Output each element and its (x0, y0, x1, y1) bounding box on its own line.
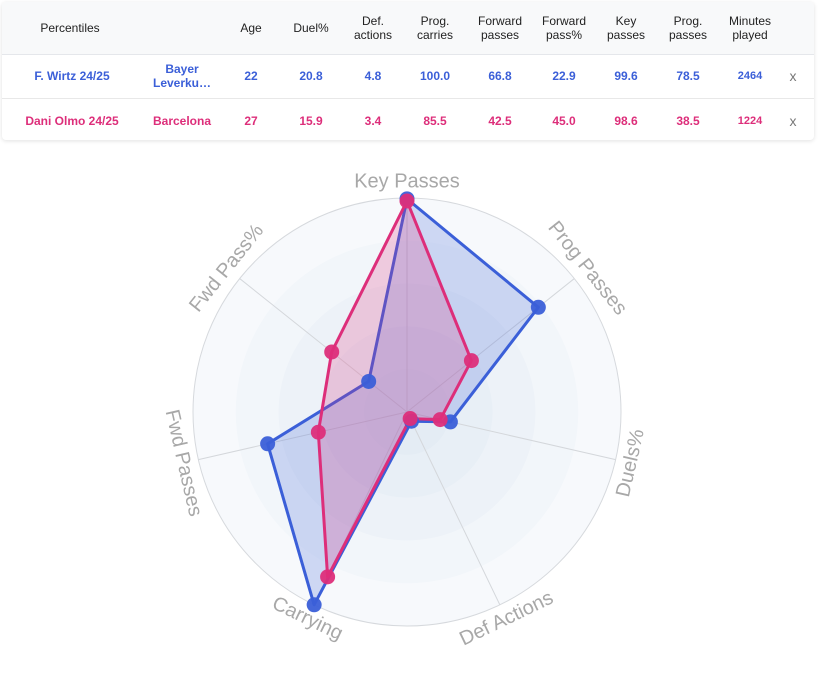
table-row: F. Wirtz 24/25 Bayer Leverku… 22 20.8 4.… (2, 54, 814, 99)
table-header: Percentiles Age Duel% Def. actions Prog.… (2, 2, 814, 55)
player-prog-passes: 38.5 (676, 114, 700, 128)
player-forward-passes: 42.5 (488, 114, 512, 128)
player-key-passes: 99.6 (614, 69, 638, 83)
header-duel: Duel% (293, 21, 329, 35)
radar-data-point (324, 344, 340, 360)
player-def-actions: 3.4 (364, 114, 382, 128)
header-def-actions: Def. actions (353, 14, 393, 42)
header-age: Age (240, 21, 262, 35)
player-team: Bayer Leverku… (152, 62, 212, 90)
radar-spoke (239, 278, 408, 413)
radar-spoke (406, 411, 501, 606)
comparison-table: Percentiles Age Duel% Def. actions Prog.… (2, 2, 814, 140)
header-key-passes: Key passes (606, 14, 646, 42)
header-minutes-played: Minutes played (728, 14, 772, 42)
player-prog-carries: 85.5 (423, 114, 447, 128)
radar-data-point (530, 299, 546, 315)
radar-data-point (306, 597, 322, 613)
radar-data-point (361, 373, 377, 389)
player-forward-passes: 66.8 (488, 69, 512, 83)
radar-data-point (260, 436, 276, 452)
player-age: 27 (244, 114, 258, 128)
header-forward-pass-pct: Forward pass% (541, 14, 586, 42)
header-prog-carries: Prog. carries (416, 14, 453, 42)
player-name: Dani Olmo 24/25 (25, 114, 119, 128)
remove-player-button[interactable]: x (789, 68, 797, 84)
header-percentiles: Percentiles (40, 21, 100, 35)
radar-data-point (399, 193, 415, 209)
player-forward-pass-pct: 22.9 (552, 69, 576, 83)
player-team: Barcelona (152, 114, 212, 128)
radar-data-point (432, 412, 448, 428)
radar-data-point (402, 411, 418, 427)
table-row: Dani Olmo 24/25 Barcelona 27 15.9 3.4 85… (2, 99, 814, 143)
radar-spoke (406, 278, 575, 413)
player-minutes: 1224 (737, 115, 763, 127)
radar-series-polygon (266, 197, 540, 607)
player-forward-pass-pct: 45.0 (552, 114, 576, 128)
player-prog-passes: 78.5 (676, 69, 700, 83)
header-forward-passes: Forward passes (477, 14, 522, 42)
radar-data-point (310, 424, 326, 440)
radar-series-polygon (316, 199, 473, 579)
player-duel: 20.8 (299, 69, 323, 83)
radar-data-point (320, 569, 336, 585)
remove-player-button[interactable]: x (789, 113, 797, 129)
player-prog-carries: 100.0 (419, 69, 451, 83)
player-def-actions: 4.8 (364, 69, 382, 83)
player-name: F. Wirtz 24/25 (34, 69, 110, 83)
header-prog-passes: Prog. passes (668, 14, 708, 42)
player-key-passes: 98.6 (614, 114, 638, 128)
player-minutes: 2464 (737, 70, 763, 82)
radar-data-point (463, 353, 479, 369)
player-age: 22 (244, 69, 258, 83)
radar-spoke (198, 411, 408, 461)
player-duel: 15.9 (299, 114, 323, 128)
radar-axis-label: Key Passes (354, 170, 460, 192)
radar-chart-container: Key Passes Prog Passes Duels% Def Actions Ca… (0, 140, 820, 670)
